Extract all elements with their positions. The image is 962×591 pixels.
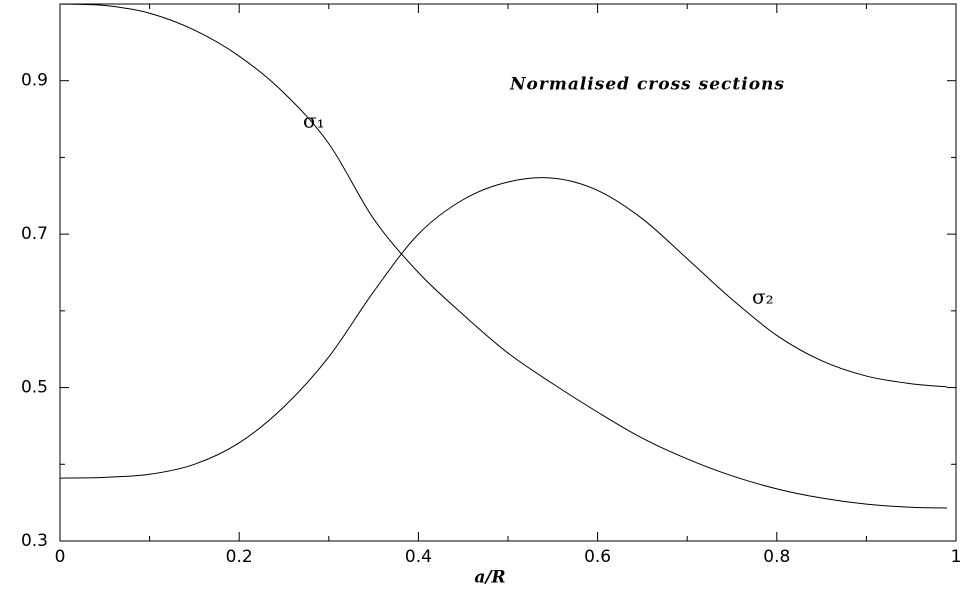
series-label: σ₂ — [752, 285, 774, 309]
y-tick-label: 0.3 — [21, 531, 48, 551]
y-tick-label: 0.7 — [21, 224, 48, 244]
plot-frame — [59, 3, 957, 542]
y-tick-label: 0.9 — [21, 71, 48, 91]
series-label: σ₁ — [303, 109, 325, 133]
series-line — [59, 3, 948, 509]
y-tick-label: 0.5 — [21, 378, 48, 398]
series-line — [59, 177, 948, 479]
x-tick-label: 1 — [951, 547, 962, 567]
annotation: Normalised cross sections — [509, 75, 785, 95]
x-tick-label: 0 — [55, 547, 66, 567]
x-axis-label: a/R — [474, 568, 505, 588]
x-tick-label: 0.4 — [405, 547, 432, 567]
x-tick-label: 0.6 — [584, 547, 611, 567]
x-tick-label: 0.8 — [763, 547, 790, 567]
x-tick-label: 0.2 — [226, 547, 253, 567]
